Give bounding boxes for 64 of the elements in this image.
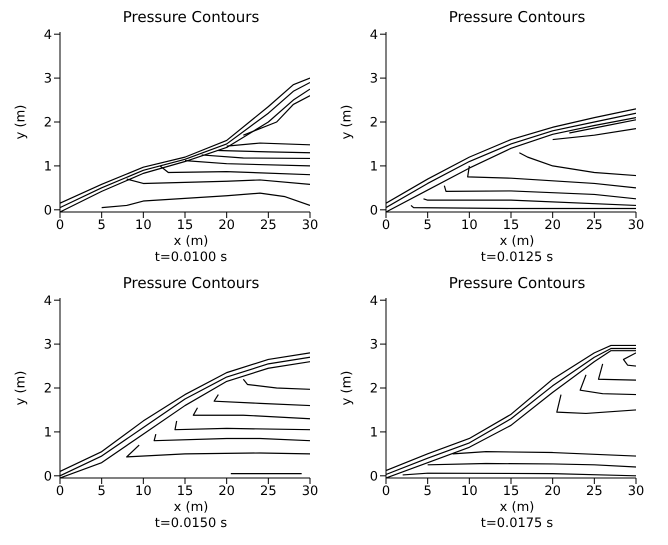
y-tick-label: 4 [44,28,52,43]
x-tick-label: 0 [56,218,64,234]
y-tick-label: 1 [44,426,52,441]
x-tick-label: 30 [302,484,318,500]
y-axis-title: y (m) [340,370,355,406]
x-tick-label: 5 [424,218,432,234]
y-tick-label: 1 [370,426,378,441]
y-axis-title: y (m) [14,104,29,140]
x-tick-label: 0 [382,484,390,500]
x-tick-label: 25 [586,218,603,234]
y-tick-label: 1 [370,160,378,175]
text: t=0.0100 s [154,250,228,266]
x-tick-label: 15 [176,484,194,500]
y-axis-title: y (m) [340,104,355,140]
x-tick-label: 20 [544,484,561,500]
y-axis-title: y (m) [14,370,29,406]
y-tick-label: 4 [370,294,378,309]
x-tick-label: 10 [135,218,152,234]
x-tick-label: 5 [98,484,106,500]
text: t=0.0150 s [154,516,228,532]
x-axis-title: x (m) [172,500,210,516]
y-tick-label: 3 [370,72,378,87]
y-tick-label: 1 [44,160,52,175]
x-tick-label: 15 [502,218,520,234]
x-tick-label: 20 [544,218,561,234]
x-tick-label: 20 [218,218,235,234]
y-tick-label: 4 [44,294,52,309]
y-tick-label: 2 [370,116,378,131]
x-axis-title: x (m) [498,234,536,250]
x-tick-label: 0 [382,218,390,234]
y-tick-label: 3 [44,338,52,353]
text: t=0.0175 s [480,516,554,532]
y-tick-label: 3 [44,72,52,87]
x-tick-label: 15 [502,484,520,500]
x-tick-label: 10 [135,484,152,500]
x-tick-label: 10 [461,218,478,234]
x-tick-label: 30 [628,484,644,500]
x-tick-label: 25 [260,484,277,500]
x-tick-label: 25 [586,484,603,500]
x-tick-label: 20 [218,484,235,500]
chart-title: Pressure Contours [448,8,586,26]
x-tick-label: 15 [176,218,194,234]
y-tick-label: 0 [370,203,378,218]
y-tick-label: 2 [44,382,52,397]
x-tick-label: 25 [260,218,277,234]
x-tick-label: 30 [628,218,644,234]
x-tick-label: 5 [98,218,106,234]
y-tick-label: 0 [44,203,52,218]
y-tick-label: 2 [370,382,378,397]
chart-title: Pressure Contours [122,8,260,26]
y-tick-label: 0 [370,469,378,484]
chart-title: Pressure Contours [122,274,260,292]
text: t=0.0125 s [480,250,554,266]
x-tick-label: 10 [461,484,478,500]
x-axis-title: x (m) [498,500,536,516]
x-axis-title: x (m) [172,234,210,250]
y-tick-label: 3 [370,338,378,353]
chart-title: Pressure Contours [448,274,586,292]
y-tick-label: 0 [44,469,52,484]
y-tick-label: 2 [44,116,52,131]
x-tick-label: 0 [56,484,64,500]
y-tick-label: 4 [370,28,378,43]
x-tick-label: 5 [424,484,432,500]
x-tick-label: 30 [302,218,318,234]
